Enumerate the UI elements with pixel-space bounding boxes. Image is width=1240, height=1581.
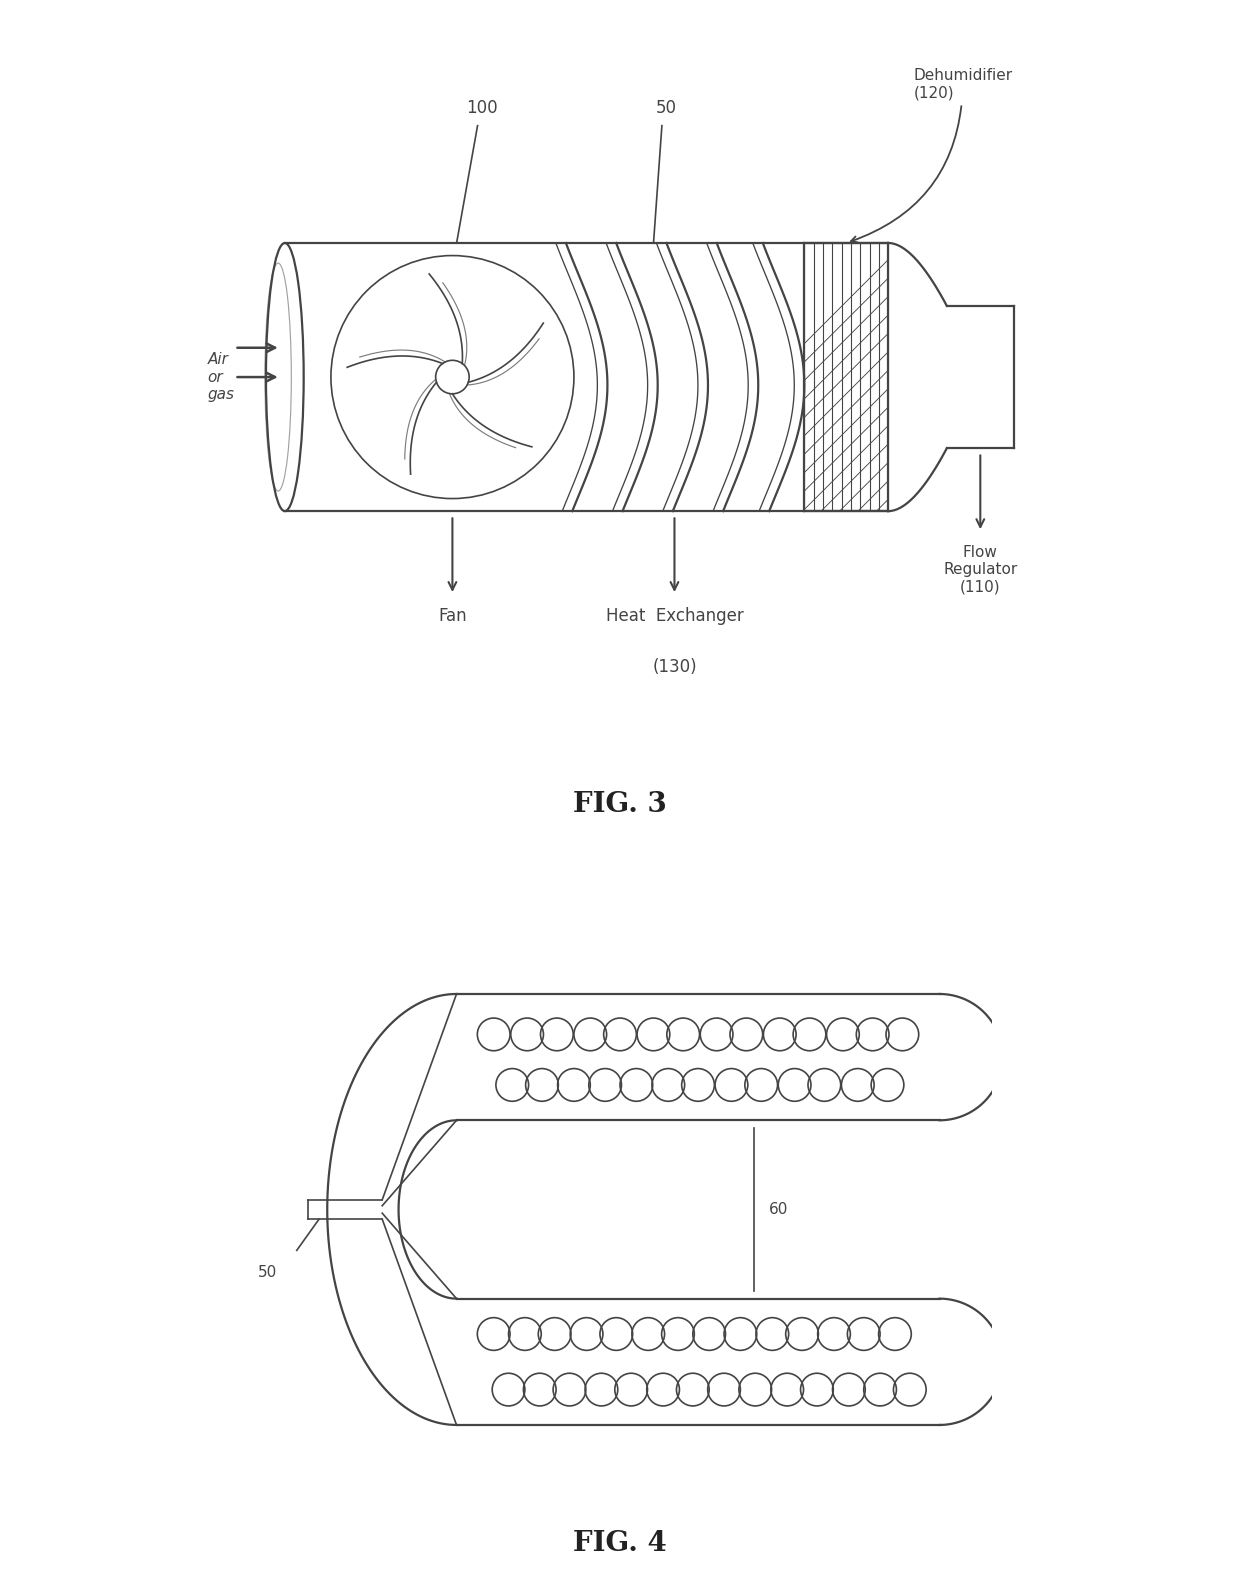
Text: 50: 50 [258,1265,277,1281]
Text: 50: 50 [656,100,677,117]
Text: Flow
Regulator
(110): Flow Regulator (110) [944,544,1018,594]
Circle shape [435,360,469,394]
Text: FIG. 4: FIG. 4 [573,1530,667,1557]
Text: Heat  Exchanger: Heat Exchanger [605,607,743,626]
Text: (130): (130) [652,658,697,675]
Text: Fan: Fan [438,607,466,626]
Text: 60: 60 [769,1202,787,1217]
Text: Dehumidifier
(120): Dehumidifier (120) [851,68,1012,242]
Text: FIG. 3: FIG. 3 [573,790,667,817]
Text: 100: 100 [466,100,497,117]
Text: Air
or
gas: Air or gas [208,353,234,402]
